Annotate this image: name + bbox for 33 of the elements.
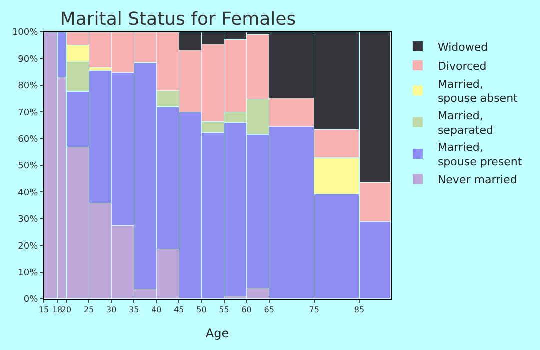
- x-tick-label: 35: [129, 306, 140, 315]
- y-tick-label: 70%: [18, 108, 39, 118]
- x-tick-label: 20: [61, 306, 72, 315]
- x-tick-label: 15: [38, 306, 50, 315]
- x-tick-label: 55: [219, 306, 230, 315]
- y-tick-label: 90%: [18, 54, 39, 65]
- x-tick-label: 75: [309, 306, 320, 315]
- legend-label: Never married: [438, 174, 518, 187]
- x-tick-label: 18: [52, 306, 63, 315]
- legend-label: Married, spouse present: [438, 141, 523, 168]
- y-tick-label: 50%: [18, 162, 39, 172]
- chart-title: Marital Status for Females: [60, 8, 296, 30]
- legend-label: Divorced: [438, 60, 487, 73]
- x-tick-label: 65: [264, 306, 274, 315]
- y-tick-label: 80%: [18, 82, 39, 92]
- x-tick-label: 60: [242, 306, 252, 315]
- legend-label: Widowed: [438, 40, 488, 54]
- y-tick-label: 40%: [18, 188, 39, 198]
- x-tick-label: 85: [354, 306, 365, 315]
- legend-label: Married, separated: [438, 110, 494, 137]
- x-tick-label: 25: [84, 306, 94, 315]
- y-tick-label: 20%: [18, 242, 39, 252]
- y-tick-label: 30%: [18, 215, 39, 226]
- y-tick-label: 0%: [24, 295, 39, 306]
- y-tick-label: 100%: [12, 28, 39, 38]
- y-tick-label: 60%: [18, 134, 39, 145]
- x-tick-label: 30: [106, 306, 117, 315]
- x-axis-title: Age: [206, 326, 230, 340]
- y-tick-label: 10%: [18, 268, 39, 278]
- x-tick-label: 50: [196, 306, 207, 315]
- legend-label: Married, spouse absent: [438, 78, 519, 106]
- x-tick-label: 40: [152, 306, 162, 315]
- x-tick-label: 45: [174, 306, 184, 315]
